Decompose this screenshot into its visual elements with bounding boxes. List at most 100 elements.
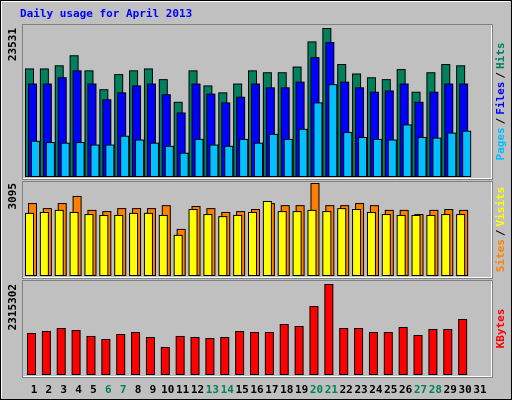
x-tick-label: 28 <box>429 383 442 396</box>
y-tick-label: 23531 <box>6 28 19 61</box>
bar <box>264 332 274 375</box>
bar <box>352 209 362 276</box>
bar <box>402 124 412 178</box>
bar <box>27 332 36 376</box>
bar <box>268 133 278 178</box>
bar <box>99 214 109 277</box>
bar <box>194 138 204 178</box>
bar <box>39 211 49 276</box>
bar <box>45 142 55 177</box>
bar <box>224 145 234 178</box>
legend-entry: Pages <box>494 127 507 160</box>
bar <box>324 284 334 375</box>
bar <box>426 214 436 277</box>
chart-title: Daily usage for April 2013 <box>20 7 192 20</box>
bar <box>354 328 364 376</box>
bar <box>114 214 124 277</box>
legend-entry: Files <box>494 82 507 115</box>
bar <box>71 329 81 375</box>
bar <box>60 142 70 178</box>
bar <box>372 138 382 178</box>
bar <box>203 214 213 276</box>
bar <box>41 331 51 376</box>
bar <box>456 214 466 276</box>
bar <box>160 346 170 376</box>
x-tick-label: 12 <box>191 383 204 396</box>
legend: KBytes <box>494 309 507 349</box>
bar <box>31 140 40 178</box>
bar <box>233 214 243 277</box>
bar <box>432 137 442 177</box>
x-tick-label: 11 <box>176 383 190 396</box>
bar <box>120 135 130 178</box>
bar <box>307 209 317 277</box>
bar <box>313 102 323 177</box>
bar <box>145 336 155 375</box>
x-tick-label: 18 <box>280 383 293 396</box>
x-tick-label: 5 <box>90 383 97 396</box>
x-tick-label: 6 <box>105 383 112 396</box>
x-tick-label: 16 <box>250 383 264 396</box>
x-tick-label: 23 <box>354 383 367 396</box>
bar <box>173 234 183 276</box>
bar <box>279 324 289 375</box>
legend-entry: Sites <box>494 239 507 272</box>
x-tick-label: 24 <box>369 383 383 396</box>
bar <box>283 138 293 178</box>
legend: Pages / Files / Hits <box>494 43 507 161</box>
x-tick-label: 29 <box>444 383 457 396</box>
x-tick-label: 3 <box>60 383 67 396</box>
bar <box>447 132 457 177</box>
x-tick-label: 2 <box>46 383 53 396</box>
bar <box>84 214 94 276</box>
bar <box>220 336 230 375</box>
bar <box>328 84 338 177</box>
x-tick-label: 15 <box>236 383 249 396</box>
y-tick-label: 2315302 <box>6 284 19 330</box>
bar <box>131 332 141 375</box>
x-tick-label: 26 <box>399 383 413 396</box>
bar <box>101 339 111 375</box>
bar <box>209 144 219 178</box>
bar <box>358 137 368 178</box>
bar <box>343 131 353 178</box>
x-tick-label: 9 <box>150 383 157 396</box>
bar <box>398 327 408 375</box>
legend-entry: Visits <box>494 187 507 227</box>
bar <box>135 139 145 177</box>
x-tick-label: 8 <box>135 383 142 396</box>
x-tick-label: 20 <box>310 383 323 396</box>
bar <box>90 144 100 178</box>
legend: Sites / Visits <box>494 187 507 273</box>
bar <box>298 128 308 178</box>
x-tick-label: 14 <box>221 383 235 396</box>
bar <box>218 216 228 277</box>
bar <box>337 208 347 276</box>
x-tick-label: 10 <box>161 383 174 396</box>
bar <box>411 214 421 277</box>
bar <box>368 332 378 375</box>
x-tick-label: 1 <box>31 383 38 396</box>
bar <box>309 306 319 375</box>
bar <box>292 211 302 276</box>
bar <box>75 142 85 177</box>
bar <box>56 328 66 376</box>
bar <box>248 211 257 276</box>
x-tick-label: 13 <box>206 383 219 396</box>
x-tick-label: 19 <box>295 383 308 396</box>
bar <box>441 214 451 276</box>
bar <box>381 214 391 276</box>
bar <box>443 328 453 375</box>
bar <box>428 328 438 375</box>
x-tick-label: 17 <box>265 383 278 396</box>
legend-entry: KBytes <box>494 309 507 349</box>
legend-separator: / <box>494 229 507 236</box>
x-tick-label: 22 <box>340 383 353 396</box>
x-tick-label: 31 <box>473 383 487 396</box>
bar <box>413 335 423 375</box>
x-tick-label: 21 <box>325 383 339 396</box>
bar <box>277 211 287 276</box>
legend-separator: / <box>494 117 507 124</box>
bar <box>86 335 96 376</box>
bar <box>158 214 168 277</box>
